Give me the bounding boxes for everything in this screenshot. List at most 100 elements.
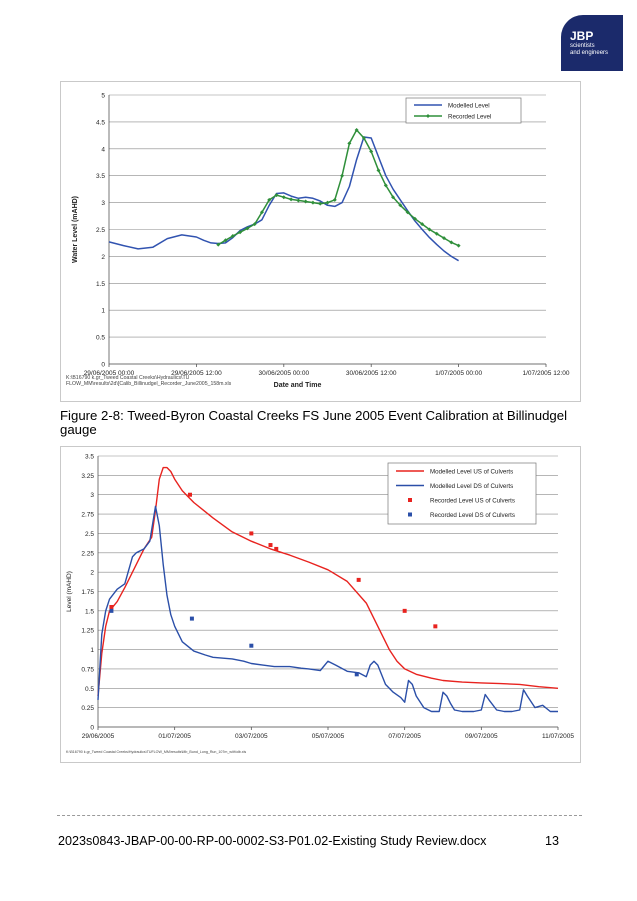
x-tick-label: 30/06/2005 12:00 bbox=[346, 370, 397, 377]
y-tick-label: 1.75 bbox=[81, 589, 94, 596]
data-point-series-1 bbox=[354, 127, 359, 132]
y-tick-label: 2.75 bbox=[81, 512, 94, 519]
legend-label: Recorded Level DS of Culverts bbox=[430, 512, 515, 519]
data-point-series-1 bbox=[427, 227, 432, 232]
data-point-series-1 bbox=[340, 173, 345, 178]
footer-document-name: 2023s0843-JBAP-00-00-RP-00-0002-S3-P01.0… bbox=[58, 834, 487, 848]
data-point-series-1 bbox=[223, 238, 228, 243]
legend-label: Modelled Level bbox=[448, 103, 490, 110]
data-point-series-1 bbox=[442, 236, 447, 241]
legend-label: Modelled Level DS of Culverts bbox=[430, 483, 513, 490]
y-tick-label: 0.75 bbox=[81, 666, 94, 673]
footer-page-number: 13 bbox=[545, 834, 560, 848]
data-point-series-1 bbox=[274, 193, 279, 198]
y-tick-label: 2.25 bbox=[81, 550, 94, 557]
x-tick-label: 07/07/2005 bbox=[388, 733, 421, 740]
footnote-line: K:\B16790 k.gr_Tweed Coastal Creeks\Hydr… bbox=[66, 375, 190, 381]
data-point-series-1 bbox=[361, 136, 366, 141]
y-tick-label: 4 bbox=[101, 146, 105, 153]
data-point-series-1 bbox=[252, 222, 257, 227]
legend-swatch bbox=[408, 498, 412, 502]
legend: Modelled Level Recorded Level bbox=[405, 97, 522, 124]
x-tick-label: 30/06/2005 00:00 bbox=[258, 370, 309, 377]
chart-1: 0 0.5 1 1.5 2 2.5 3 3.5 4 4.5 5 29/06/2005 00:00 29/… bbox=[66, 93, 570, 390]
series-line-series-0 bbox=[97, 466, 559, 697]
y-tick-label: 0 bbox=[101, 362, 105, 369]
data-point-series-1 bbox=[318, 201, 323, 206]
data-point-series-1 bbox=[434, 231, 439, 236]
y-tick-label: 1 bbox=[101, 308, 105, 315]
legend-label: Recorded Level US of Culverts bbox=[430, 498, 515, 505]
legend-label: Recorded Level bbox=[448, 114, 491, 121]
data-point-series-2 bbox=[109, 604, 114, 609]
data-point-series-1 bbox=[412, 216, 417, 221]
data-point-series-2 bbox=[356, 577, 361, 582]
y-axis-label: Level (mAHD) bbox=[66, 571, 73, 612]
y-tick-label: 3.5 bbox=[85, 454, 94, 461]
data-point-series-1 bbox=[405, 210, 410, 215]
data-point-series-2 bbox=[188, 492, 192, 497]
data-point-series-1 bbox=[398, 203, 403, 208]
figure-culvert-levels: 0 0.25 0.5 0.75 1 1.25 1.5 1.75 2 2.25 2.5 2.75 3 3.2… bbox=[60, 446, 581, 763]
x-tick-label: 03/07/2005 bbox=[235, 733, 268, 740]
legend: Modelled Level US of Culverts Modelled Le… bbox=[387, 462, 537, 525]
x-tick-label: 05/07/2005 bbox=[312, 733, 345, 740]
legend-swatch bbox=[408, 512, 412, 517]
chart-footnote: K:\B16790 k.gr_Tweed Coastal Creeks\Hydr… bbox=[66, 375, 232, 387]
data-point-series-3 bbox=[249, 643, 254, 648]
series-line-series-1 bbox=[217, 129, 459, 247]
data-point-series-1 bbox=[259, 210, 264, 215]
data-point-series-1 bbox=[289, 197, 294, 202]
x-tick-label: 11/07/2005 bbox=[542, 733, 574, 740]
data-point-series-1 bbox=[310, 200, 315, 205]
legend-box bbox=[405, 97, 522, 124]
chart-2: 0 0.25 0.5 0.75 1 1.25 1.5 1.75 2 2.25 2.5 2.75 3 3.2… bbox=[66, 454, 574, 755]
data-point-series-2 bbox=[268, 543, 273, 548]
data-point-series-2 bbox=[433, 624, 438, 629]
legend-label: Modelled Level US of Culverts bbox=[430, 469, 513, 476]
x-tick-label: 29/06/2005 12:00 bbox=[171, 370, 222, 377]
data-point-series-1 bbox=[325, 200, 330, 205]
y-tick-label: 3 bbox=[90, 492, 94, 499]
y-tick-label: 0.5 bbox=[85, 686, 94, 693]
y-tick-label: 4.5 bbox=[96, 119, 105, 126]
y-tick-label: 1.5 bbox=[96, 281, 105, 288]
data-point-series-1 bbox=[296, 198, 301, 203]
data-point-series-1 bbox=[449, 240, 454, 245]
y-tick-label: 0.25 bbox=[81, 705, 94, 712]
logo-tagline-line2: and engineers bbox=[570, 50, 609, 56]
jbp-logo: JBP scientists and engineers bbox=[561, 15, 623, 71]
data-point-series-1 bbox=[230, 233, 235, 238]
chart-footnote: K:\B16790 k.gr_Tweed Coastal Creeks\Hydr… bbox=[66, 750, 246, 754]
y-tick-label: 2 bbox=[90, 570, 94, 577]
x-tick-label: 1/07/2005 12:00 bbox=[523, 370, 570, 377]
data-point-series-1 bbox=[376, 168, 381, 173]
data-point-series-1 bbox=[347, 141, 352, 146]
logo-tagline-line1: scientists bbox=[570, 43, 595, 49]
data-point-series-2 bbox=[249, 531, 254, 536]
y-tick-label: 0 bbox=[90, 725, 94, 732]
footnote-line: FLOW_MM\results\2d\[Calib_Billinudgel_Re… bbox=[66, 381, 232, 387]
footer-divider bbox=[57, 815, 582, 816]
y-tick-label: 1 bbox=[90, 647, 94, 654]
y-tick-label: 2 bbox=[101, 254, 105, 261]
legend-marker bbox=[426, 114, 430, 118]
x-tick-label: 09/07/2005 bbox=[465, 733, 498, 740]
data-point-series-1 bbox=[369, 149, 374, 154]
x-tick-label: 29/06/2005 bbox=[82, 733, 115, 740]
logo-wordmark: JBP bbox=[570, 29, 594, 43]
x-tick-label: 1/07/2005 00:00 bbox=[435, 370, 482, 377]
data-point-series-1 bbox=[456, 243, 461, 248]
figure-caption: Figure 2-8: Tweed-Byron Coastal Creeks F… bbox=[60, 408, 568, 437]
data-point-series-3 bbox=[109, 608, 114, 613]
data-point-series-1 bbox=[391, 195, 396, 200]
y-tick-label: 0.5 bbox=[96, 335, 105, 342]
y-axis-label: Water Level (mAHD) bbox=[72, 196, 79, 263]
data-point-series-3 bbox=[189, 616, 194, 621]
y-tick-label: 5 bbox=[101, 93, 105, 100]
legend-box bbox=[387, 462, 537, 525]
x-axis-label: Date and Time bbox=[274, 382, 322, 389]
data-point-series-1 bbox=[267, 197, 272, 202]
y-tick-label: 3.5 bbox=[96, 173, 105, 180]
data-point-series-1 bbox=[332, 197, 337, 202]
